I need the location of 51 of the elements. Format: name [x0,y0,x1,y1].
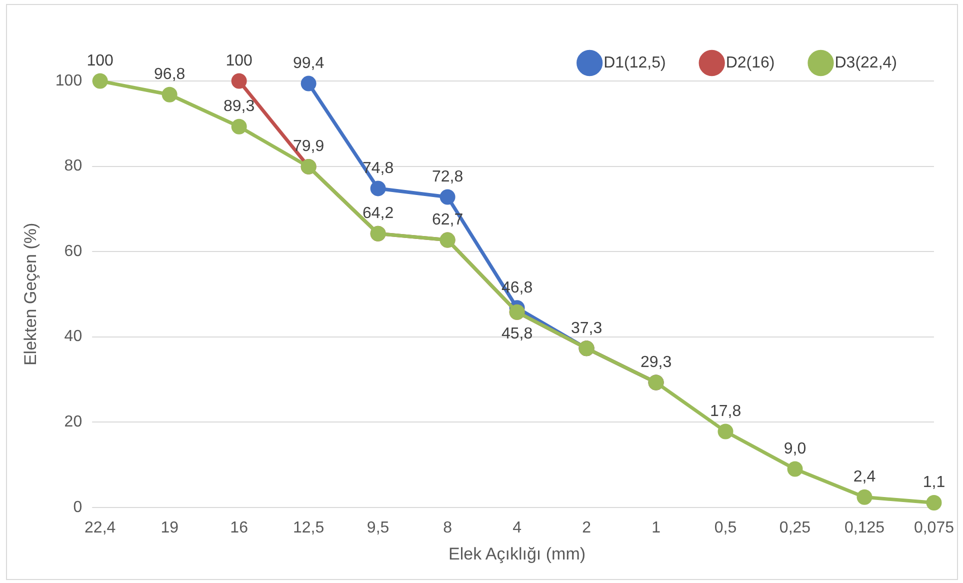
data-label: 100 [226,52,253,70]
x-tick-label: 8 [443,519,452,536]
x-tick-label: 2 [582,519,592,536]
y-tick-label: 40 [64,328,82,346]
x-tick-label: 16 [230,519,248,536]
x-tick-label: 0,5 [714,519,737,536]
y-tick-label: 20 [64,414,82,431]
data-label: 2,4 [853,468,876,486]
point [718,424,734,440]
data-label: 9,0 [784,440,806,458]
data-label: 45,8 [501,326,533,343]
legend-label: D3(22,4) [834,54,897,72]
data-label: 96,8 [154,66,186,84]
y-axis-title: Elekten Geçen (%) [20,222,40,366]
data-label: 1,1 [922,474,946,492]
data-label: 17,8 [710,402,742,420]
point [926,494,942,510]
y-tick-label: 80 [64,158,82,175]
data-label: 64,2 [362,205,394,222]
y-tick-label: 100 [55,72,82,90]
point [231,118,247,134]
data-label: 79,9 [292,138,324,156]
data-label: 29,3 [640,354,672,371]
data-label: 100 [86,52,114,70]
x-axis-title: Elek Açıklığı (mm) [448,544,586,564]
point [370,180,386,196]
x-tick-label: 0,125 [844,519,885,536]
x-tick-label: 19 [160,519,179,536]
point [787,461,803,477]
point [231,73,247,89]
data-label: 72,8 [432,168,464,186]
point [92,73,108,89]
x-tick-label: 0,25 [779,519,811,536]
x-tick-label: 4 [512,519,522,536]
point [856,489,872,505]
x-tick-label: 9,5 [366,519,390,536]
y-tick-label: 60 [64,242,82,260]
data-label: 37,3 [570,320,602,337]
data-label: 99,4 [292,54,324,72]
point [300,76,316,92]
data-label: 62,7 [432,211,464,228]
x-tick-label: 1 [652,519,661,536]
x-tick-label: 12,5 [292,519,324,536]
point [162,86,178,102]
y-tick-label: 0 [73,498,82,516]
legend-label: D2(16) [726,54,775,72]
data-label: 89,3 [224,98,255,116]
point [440,189,456,205]
legend-label: D1(12,5) [604,54,666,72]
x-tick-label: 22,4 [84,519,116,536]
x-tick-label: 0,075 [914,519,954,536]
